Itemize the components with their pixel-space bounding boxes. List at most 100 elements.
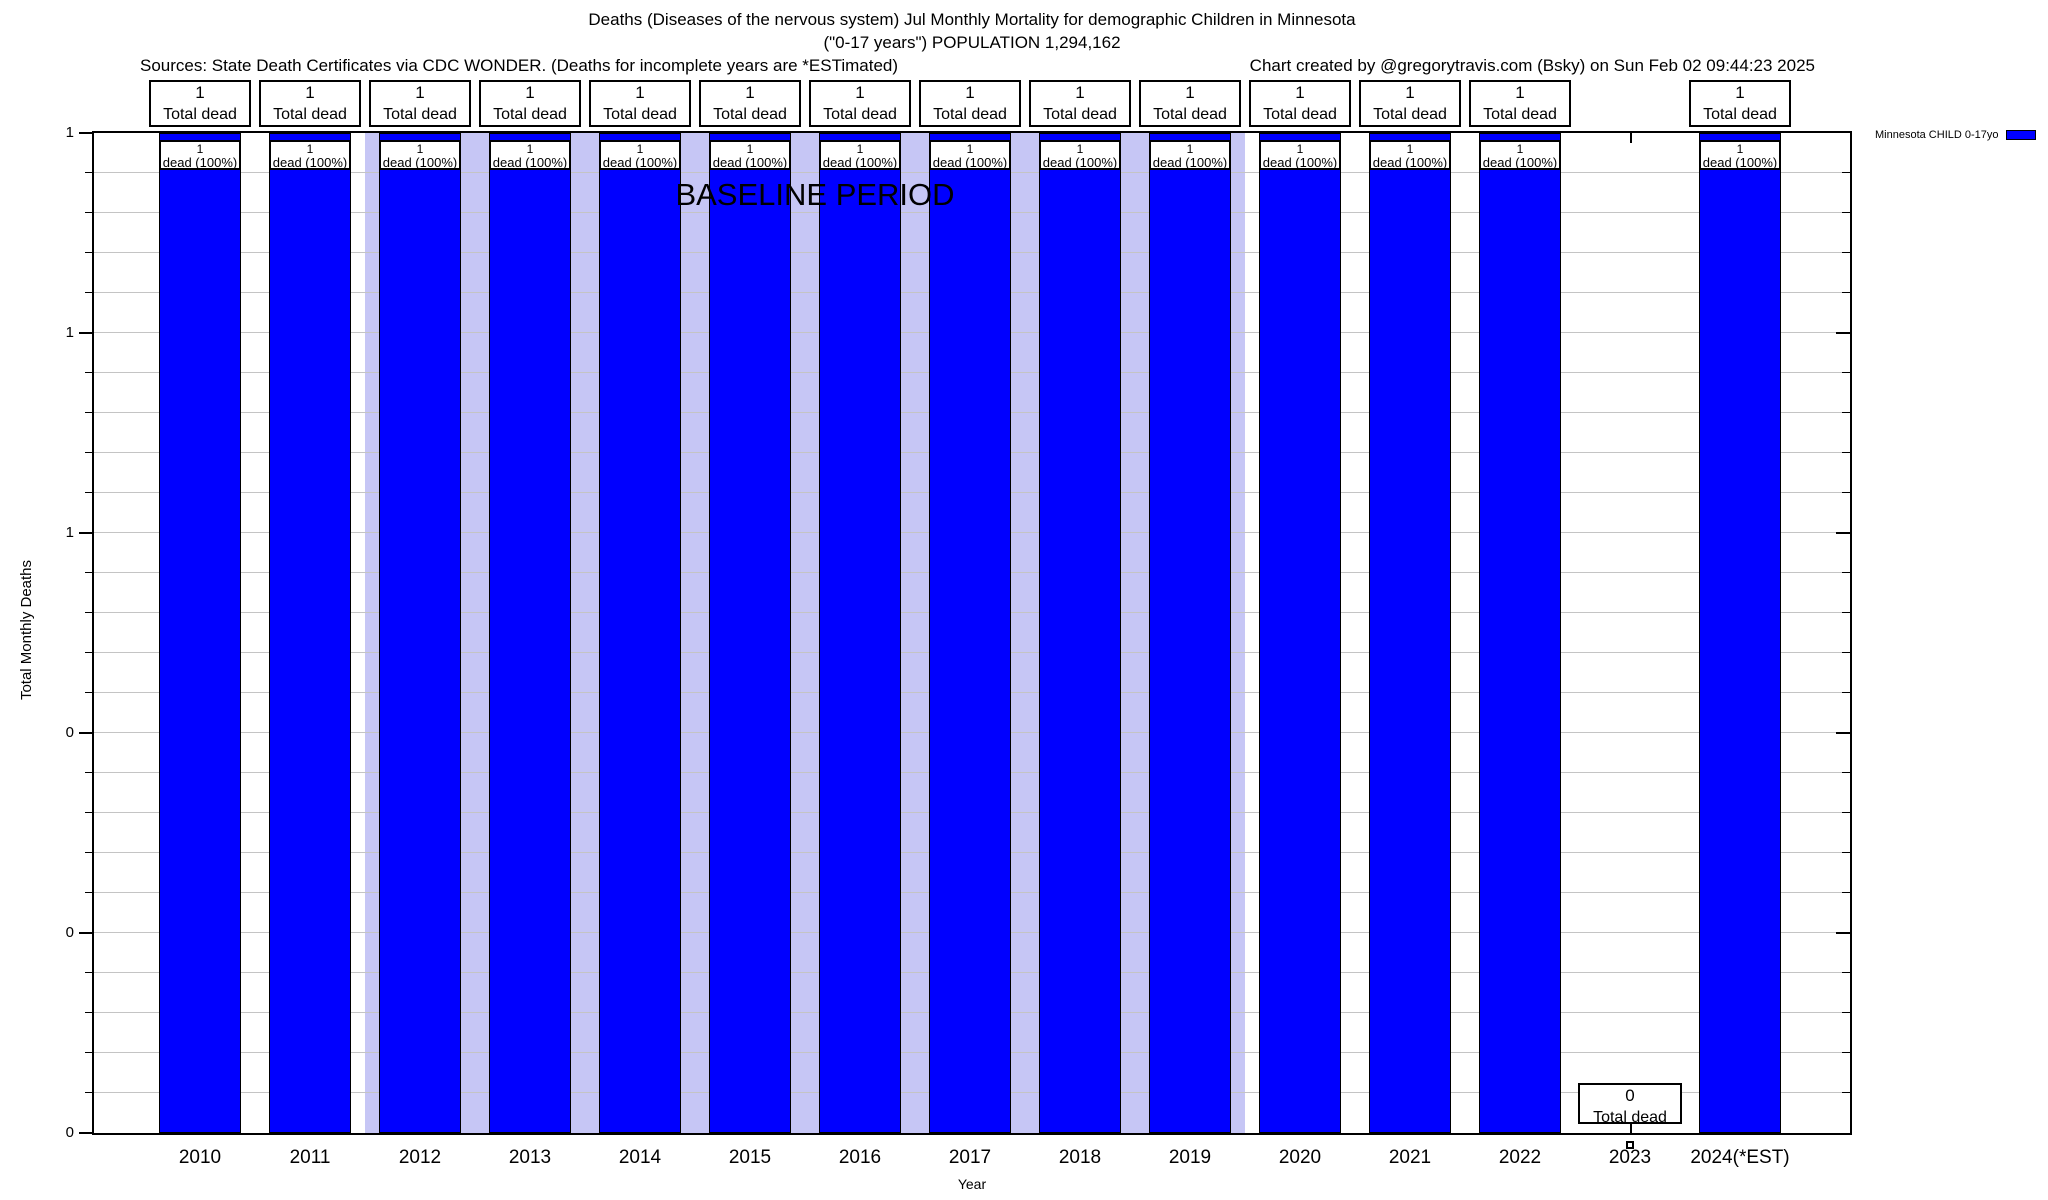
y-tick-label: 0 [65, 724, 74, 741]
y-tick-left-minor [85, 372, 92, 373]
bar-count-value: 1 [856, 142, 864, 156]
bar-count-box: 1 dead (100%) [1259, 140, 1341, 170]
y-tick-label: 0 [65, 1124, 74, 1141]
total-dead-box: 1 Total dead [259, 80, 361, 127]
bar-count-value: 1 [636, 142, 644, 156]
zero-point-marker [1626, 1141, 1634, 1149]
y-tick-right [1842, 492, 1850, 493]
y-tick-left-minor [85, 972, 92, 973]
bar-count-value: 1 [1296, 142, 1304, 156]
total-dead-count: 0 [1625, 1086, 1635, 1105]
total-dead-label: Total dead [1153, 106, 1227, 123]
legend: Minnesota CHILD 0-17yo [1875, 129, 2036, 141]
y-tick-left-minor [85, 852, 92, 853]
x-tick-label-2014: 2014 [618, 1147, 662, 1168]
y-axis-title: Total Monthly Deaths [18, 559, 35, 701]
y-tick-left-major [79, 1132, 92, 1134]
total-dead-label: Total dead [1593, 1109, 1667, 1126]
y-tick-left-minor [85, 572, 92, 573]
sources-note: Sources: State Death Certificates via CD… [140, 56, 899, 75]
bar-count-box: 1 dead (100%) [489, 140, 571, 170]
bar-count-box: 1 dead (100%) [599, 140, 681, 170]
y-tick-right [1842, 452, 1850, 453]
credit-note: Chart created by @gregorytravis.com (Bsk… [1249, 56, 1815, 75]
total-dead-box: 1 Total dead [1029, 80, 1131, 127]
y-tick-right [1842, 772, 1850, 773]
bar-2020 [1259, 133, 1341, 1133]
total-dead-count: 1 [745, 83, 755, 102]
bar-count-value: 1 [1076, 142, 1084, 156]
legend-label: Minnesota CHILD 0-17yo [1875, 129, 1999, 141]
bar-2017 [929, 133, 1011, 1133]
bar-2018 [1039, 133, 1121, 1133]
y-tick-right [1842, 852, 1850, 853]
y-tick-left-minor [85, 652, 92, 653]
bar-2016 [819, 133, 901, 1133]
bar-2012 [379, 133, 461, 1133]
total-dead-label: Total dead [163, 106, 237, 123]
y-tick-right [1842, 1012, 1850, 1013]
bar-count-pct: dead (100%) [492, 155, 568, 170]
bar-count-box: 1 dead (100%) [379, 140, 461, 170]
bar-count-pct: dead (100%) [272, 155, 348, 170]
bar-2021 [1369, 133, 1451, 1133]
y-tick-left-minor [85, 492, 92, 493]
y-tick-label: 0 [65, 924, 74, 941]
total-dead-count: 1 [415, 83, 425, 102]
y-tick-left-minor [85, 612, 92, 613]
total-dead-count: 1 [195, 83, 205, 102]
bar-count-box: 1 dead (100%) [269, 140, 351, 170]
x-tick-label-2012: 2012 [398, 1147, 442, 1168]
total-dead-label: Total dead [823, 106, 897, 123]
total-dead-count: 1 [1075, 83, 1085, 102]
total-dead-label: Total dead [493, 106, 567, 123]
total-dead-label: Total dead [1373, 106, 1447, 123]
bar-2015 [709, 133, 791, 1133]
y-tick-right [1842, 1052, 1850, 1053]
y-tick-left-minor [85, 292, 92, 293]
total-dead-count: 1 [525, 83, 535, 102]
total-dead-box: 1 Total dead [369, 80, 471, 127]
bar-2022 [1479, 133, 1561, 1133]
y-tick-left-major [79, 932, 92, 934]
bar-count-value: 1 [306, 142, 314, 156]
x-tick-label-2017: 2017 [948, 1147, 992, 1168]
bar-count-value: 1 [966, 142, 974, 156]
bar-2010 [159, 133, 241, 1133]
bar-count-value: 1 [526, 142, 534, 156]
y-tick-left-minor [85, 892, 92, 893]
x-tick-label-2024(*EST): 2024(*EST) [1690, 1147, 1790, 1168]
y-tick-left-minor [85, 1092, 92, 1093]
bar-count-pct: dead (100%) [602, 155, 678, 170]
y-tick-left-minor [85, 1052, 92, 1053]
total-dead-count: 1 [1295, 83, 1305, 102]
total-dead-count: 1 [635, 83, 645, 102]
y-tick-left-minor [85, 812, 92, 813]
total-dead-box: 1 Total dead [1249, 80, 1351, 127]
y-tick-right [1842, 812, 1850, 813]
x-tick-bottom [1630, 1123, 1632, 1133]
y-tick-label: 1 [65, 124, 74, 141]
x-tick-label-2021: 2021 [1388, 1147, 1432, 1168]
y-tick-label: 1 [65, 524, 74, 541]
y-tick-right [1842, 172, 1850, 173]
bar-count-pct: dead (100%) [1372, 155, 1448, 170]
y-tick-right [1842, 372, 1850, 373]
y-tick-right [1842, 292, 1850, 293]
y-tick-left-minor [85, 172, 92, 173]
x-tick-label-2018: 2018 [1058, 1147, 1102, 1168]
x-axis-title: Year [957, 1176, 987, 1192]
bar-count-box: 1 dead (100%) [1699, 140, 1781, 170]
x-tick-label-2022: 2022 [1498, 1147, 1542, 1168]
y-tick-left-minor [85, 212, 92, 213]
bar-count-pct: dead (100%) [822, 155, 898, 170]
bar-count-value: 1 [196, 142, 204, 156]
y-tick-right [1836, 332, 1850, 334]
bar-count-value: 1 [1516, 142, 1524, 156]
total-dead-box: 1 Total dead [919, 80, 1021, 127]
y-tick-label: 1 [65, 324, 74, 341]
legend-swatch [2005, 130, 2036, 140]
bar-2011 [269, 133, 351, 1133]
y-tick-right [1842, 972, 1850, 973]
